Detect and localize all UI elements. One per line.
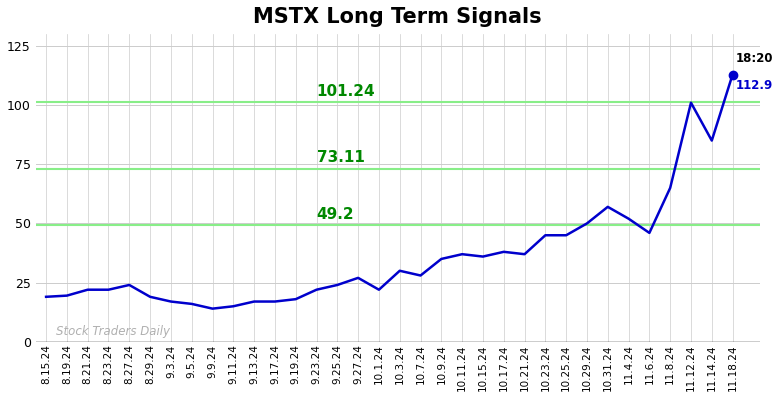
Text: 18:20: 18:20	[735, 52, 773, 65]
Text: 73.11: 73.11	[317, 150, 365, 165]
Text: Stock Traders Daily: Stock Traders Daily	[56, 325, 170, 338]
Text: 49.2: 49.2	[317, 207, 354, 222]
Text: 101.24: 101.24	[317, 84, 376, 99]
Text: 112.9: 112.9	[735, 79, 773, 92]
Title: MSTX Long Term Signals: MSTX Long Term Signals	[253, 7, 542, 27]
